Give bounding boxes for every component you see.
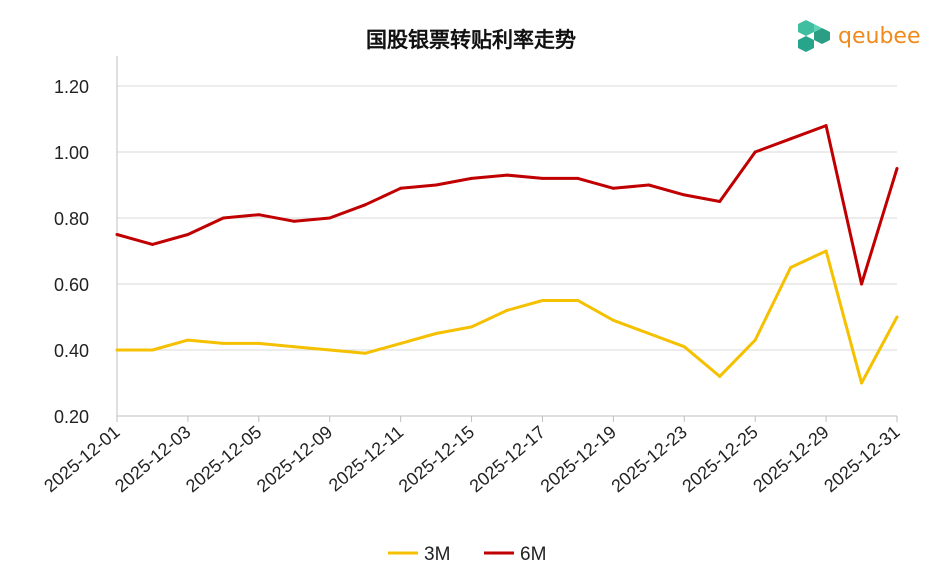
data-point-6M	[434, 183, 438, 187]
x-tick-label: 2025-12-03	[111, 422, 194, 497]
data-point-3M	[328, 348, 332, 352]
data-point-3M	[682, 345, 686, 349]
data-point-6M	[753, 150, 757, 154]
data-point-6M	[115, 233, 119, 236]
y-tick-label: 1.00	[54, 143, 89, 163]
data-point-3M	[470, 325, 474, 329]
data-point-6M	[221, 216, 225, 220]
x-tick-label: 2025-12-25	[678, 422, 761, 497]
data-point-6M	[363, 203, 367, 207]
data-point-6M	[470, 176, 474, 180]
data-point-3M	[824, 249, 828, 253]
data-point-6M	[682, 193, 686, 197]
y-tick-label: 0.20	[54, 407, 89, 427]
data-point-6M	[789, 137, 793, 141]
series-line-3M	[117, 249, 899, 385]
data-point-3M	[753, 338, 757, 342]
cube-logo-icon	[798, 20, 830, 52]
data-point-3M	[150, 348, 154, 352]
x-tick-label: 2025-12-05	[182, 422, 265, 497]
data-point-6M	[399, 186, 403, 190]
data-point-3M	[647, 332, 651, 335]
qeubee-logo: qeubee	[798, 18, 920, 54]
x-tick-label: 2025-12-19	[537, 422, 620, 497]
data-point-3M	[115, 348, 119, 352]
data-point-3M	[186, 338, 190, 342]
data-point-3M	[257, 341, 261, 345]
data-point-3M	[434, 332, 438, 335]
data-point-3M	[363, 351, 367, 355]
data-point-3M	[399, 341, 403, 345]
x-tick-label: 2025-12-31	[820, 422, 903, 497]
data-point-3M	[895, 315, 899, 319]
data-point-6M	[150, 242, 154, 246]
x-tick-label: 2025-12-29	[749, 422, 832, 497]
x-tick-label: 2025-12-11	[325, 422, 407, 496]
logo-text: qeubee	[838, 23, 921, 49]
data-point-3M	[540, 299, 544, 302]
data-point-3M	[221, 341, 225, 345]
legend-label-3M: 3M	[424, 544, 450, 565]
data-point-6M	[328, 216, 332, 220]
data-point-3M	[505, 308, 509, 312]
y-tick-label: 1.20	[54, 77, 89, 97]
chart-title: 国股银票转贴利率走势	[366, 28, 576, 52]
data-point-6M	[611, 186, 615, 190]
data-point-6M	[292, 219, 296, 223]
data-point-3M	[576, 299, 580, 302]
data-point-3M	[292, 345, 296, 349]
x-tick-label: 2025-12-23	[607, 422, 690, 497]
legend-label-6M: 6M	[520, 544, 546, 565]
data-point-3M	[860, 381, 864, 385]
data-point-6M	[540, 176, 544, 180]
data-point-6M	[860, 282, 864, 286]
x-tick-label: 2025-12-17	[466, 422, 549, 497]
y-tick-label: 0.60	[54, 275, 89, 295]
x-tick-label: 2025-12-01	[40, 422, 123, 497]
x-tick-label: 2025-12-09	[253, 422, 336, 497]
y-tick-label: 0.80	[54, 209, 89, 229]
data-point-3M	[718, 374, 722, 378]
data-point-6M	[257, 213, 261, 217]
x-tick-label: 2025-12-15	[395, 422, 478, 497]
y-tick-label: 0.40	[54, 341, 89, 361]
data-point-6M	[718, 200, 722, 203]
data-point-3M	[611, 318, 615, 322]
data-point-6M	[505, 173, 509, 177]
data-point-6M	[824, 124, 828, 128]
data-point-6M	[647, 183, 651, 187]
series-line-6M	[116, 124, 899, 286]
data-point-3M	[789, 266, 793, 269]
data-point-6M	[895, 167, 899, 170]
data-point-6M	[186, 233, 190, 236]
data-point-6M	[576, 176, 580, 180]
